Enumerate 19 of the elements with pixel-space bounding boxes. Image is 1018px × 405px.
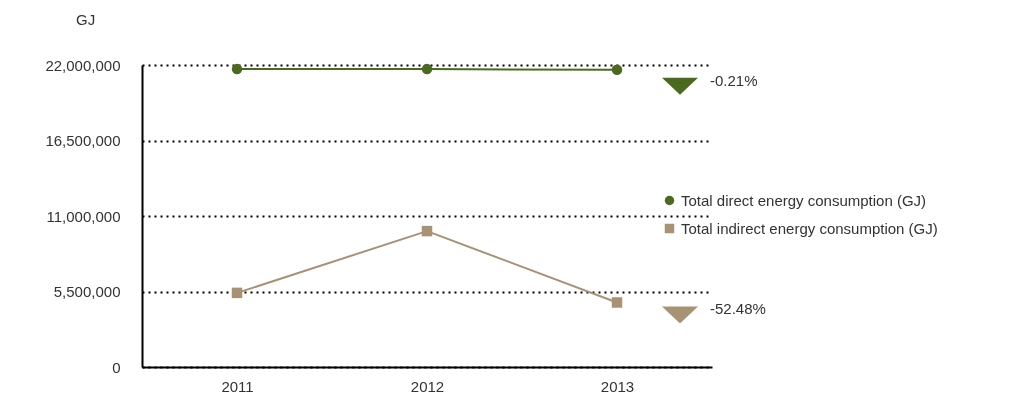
point [421,63,433,75]
annotation: -52.48% [710,300,766,318]
y-axis-title: GJ [76,11,96,28]
point [611,64,623,76]
legend-label: Total direct energy consumption (GJ) [681,191,927,209]
point [231,63,243,75]
legend-label: Total indirect energy consumption (GJ) [681,219,938,237]
y-tick-label: 16,500,000 [45,132,121,149]
point [421,225,433,237]
x-tick-label: 2011 [221,377,254,395]
y-tick-label: 5,500,000 [53,283,121,300]
y-tick-label: 11,000,000 [46,207,121,225]
x-tick-label: 2013 [600,377,635,395]
y-tick-label: 22,000,000 [45,56,121,74]
x-tick-label: 2012 [410,377,445,395]
point [611,297,623,308]
point [231,287,243,299]
y-tick-label: 0 [112,358,121,376]
annotation: -0.21% [710,71,758,89]
